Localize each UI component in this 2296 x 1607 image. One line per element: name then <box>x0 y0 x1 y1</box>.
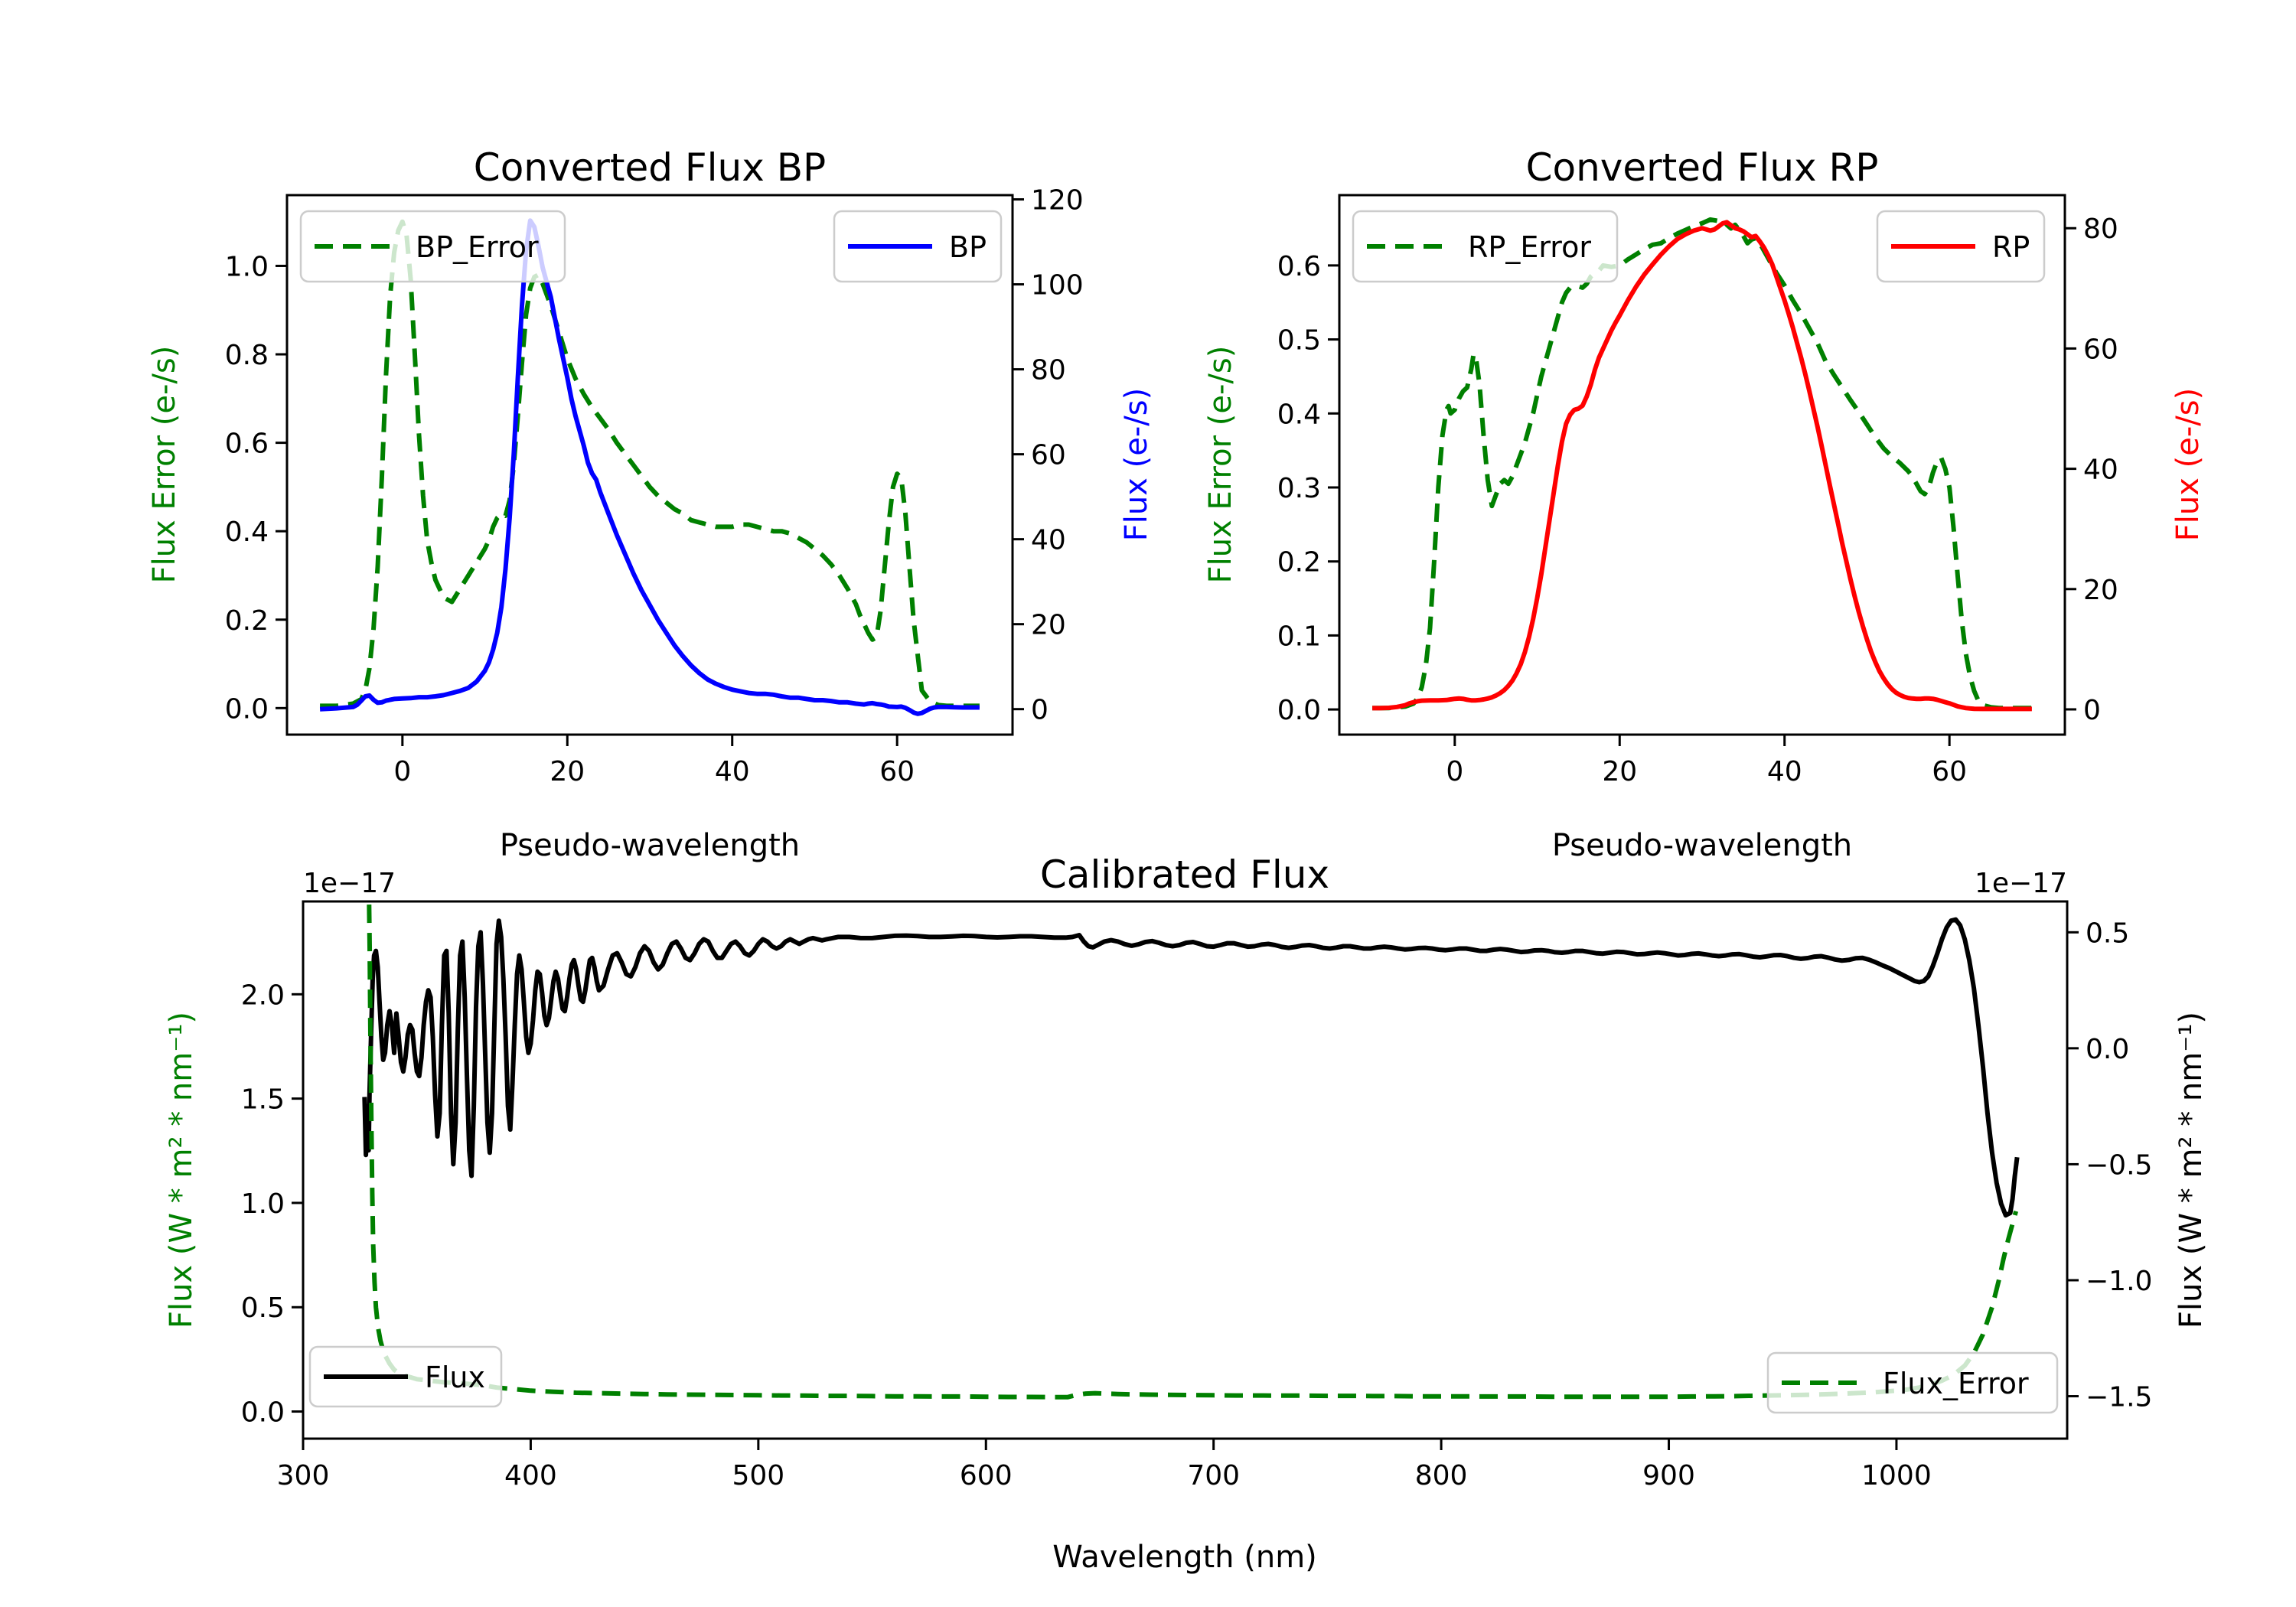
legend-box-rp_error <box>1352 210 1619 283</box>
right-y-tick-label: −1.5 <box>2086 1382 2152 1413</box>
right-y-tick-label: 120 <box>1031 185 1084 217</box>
left-y-tick-label: 0.4 <box>1277 399 1321 430</box>
x-tick-label: 500 <box>732 1460 784 1491</box>
left-y-tick-label: 0.0 <box>1277 695 1321 726</box>
chart-converted-flux-rp: 0 20 40 60 0.0 0.1 0.2 0.3 0.4 0.5 0.6 0 20 40 60 80 RP_… <box>1277 194 2118 787</box>
axes-spines <box>285 194 1014 736</box>
x-tick-label: 400 <box>504 1460 557 1491</box>
x-tick-label: 60 <box>879 756 915 787</box>
left-y-tick-label: 0.3 <box>1277 473 1321 504</box>
calibrated-xaxis-label: Wavelength (nm) <box>1052 1540 1317 1575</box>
bp-title: Converted Flux BP <box>474 145 826 190</box>
axes-spines <box>302 900 2069 1440</box>
legend-box-bp_error <box>299 210 566 283</box>
x-tick-label: 20 <box>550 756 585 787</box>
rp-title: Converted Flux RP <box>1526 145 1879 190</box>
x-tick-label: 300 <box>277 1460 330 1491</box>
right-y-tick-label: 40 <box>1031 525 1066 556</box>
right-y-tick-label: −1.0 <box>2086 1266 2152 1297</box>
rp-line <box>1372 220 2032 712</box>
legend-label-bp_error: BP_Error <box>416 230 539 264</box>
x-tick-label: 800 <box>1415 1460 1468 1491</box>
right-y-tick-label: 0 <box>1031 695 1049 726</box>
rp-left-yaxis-label: Flux Error (e-/s) <box>1203 346 1238 584</box>
flux-line <box>362 917 2020 1218</box>
bp-xaxis-label: Pseudo-wavelength <box>500 828 800 863</box>
left-y-tick-label: 0.5 <box>241 1292 285 1324</box>
x-tick-label: 40 <box>1767 756 1802 787</box>
x-tick-label: 60 <box>1932 756 1967 787</box>
rp_error-line <box>1372 216 2032 711</box>
x-tick-label: 900 <box>1642 1460 1695 1491</box>
x-tick-label: 700 <box>1187 1460 1240 1491</box>
right-y-tick-label: 100 <box>1031 270 1084 302</box>
left-y-tick-label: 0.0 <box>241 1397 285 1429</box>
left-y-tick-label: 1.5 <box>241 1084 285 1116</box>
chart-converted-flux-bp: 0 20 40 60 0.0 0.2 0.4 0.6 0.8 1.0 0 20 40 60 80 100 120… <box>225 185 1084 787</box>
right-axis-offset-text: 1e−17 <box>1975 868 2067 899</box>
left-y-tick-label: 0.0 <box>225 693 269 725</box>
bp-left-yaxis-label: Flux Error (e-/s) <box>147 346 182 584</box>
left-y-tick-label: 0.4 <box>225 517 269 548</box>
legend-label-bp: BP <box>949 230 987 264</box>
bp_error-line <box>320 219 980 709</box>
bp-right-yaxis-label: Flux (e-/s) <box>1119 388 1154 541</box>
chart-calibrated-flux: 300 400 500 600 700 800 900 1000 0.0 0.5 1.0 1.5 2.0… <box>241 900 2152 1491</box>
bp-line <box>319 218 980 716</box>
right-y-tick-label: 60 <box>1031 440 1066 471</box>
right-y-tick-label: 20 <box>2083 575 2118 606</box>
right-y-tick-label: 20 <box>1031 610 1066 641</box>
left-y-tick-label: 1.0 <box>225 251 269 282</box>
left-y-tick-label: 0.6 <box>1277 251 1321 282</box>
x-tick-label: 600 <box>960 1460 1013 1491</box>
right-y-tick-label: −0.5 <box>2086 1149 2152 1181</box>
calibrated-title: Calibrated Flux <box>1040 852 1329 897</box>
left-y-tick-label: 0.2 <box>225 605 269 637</box>
right-y-tick-label: 40 <box>2083 455 2118 486</box>
x-tick-label: 0 <box>1446 756 1463 787</box>
x-tick-label: 1000 <box>1861 1460 1932 1491</box>
left-axis-offset-text: 1e−17 <box>303 868 396 899</box>
rp-right-yaxis-label: Flux (e-/s) <box>2170 388 2206 541</box>
rp-xaxis-label: Pseudo-wavelength <box>1552 828 1852 863</box>
x-tick-label: 0 <box>393 756 411 787</box>
x-tick-label: 20 <box>1602 756 1637 787</box>
left-y-tick-label: 2.0 <box>241 980 285 1011</box>
left-y-tick-label: 0.5 <box>1277 325 1321 357</box>
right-y-tick-label: 60 <box>2083 334 2118 365</box>
legend-label-flux: Flux <box>425 1361 485 1394</box>
right-y-tick-label: 0.5 <box>2086 918 2129 949</box>
legend-label-rp: RP <box>1992 230 2030 264</box>
calibrated-left-yaxis-label: Flux (W * m² * nm⁻¹) <box>164 1012 199 1328</box>
legend-label-rp_error: RP_Error <box>1468 230 1591 264</box>
left-y-tick-label: 0.8 <box>225 340 269 371</box>
left-y-tick-label: 1.0 <box>241 1188 285 1220</box>
flux_error-line <box>367 905 2018 1400</box>
legend-label-flux_error: Flux_Error <box>1883 1367 2029 1400</box>
right-y-tick-label: 0 <box>2083 695 2101 726</box>
left-y-tick-label: 0.6 <box>225 429 269 460</box>
axes-spines <box>1338 194 2066 736</box>
left-y-tick-label: 0.1 <box>1277 621 1321 652</box>
right-y-tick-label: 80 <box>2083 214 2118 245</box>
legend-box-flux_error <box>1766 1351 2059 1414</box>
right-y-tick-label: 0.0 <box>2086 1034 2129 1065</box>
calibrated-right-yaxis-label: Flux (W * m² * nm⁻¹) <box>2174 1012 2209 1328</box>
x-tick-label: 40 <box>715 756 750 787</box>
right-y-tick-label: 80 <box>1031 355 1066 386</box>
left-y-tick-label: 0.2 <box>1277 547 1321 579</box>
